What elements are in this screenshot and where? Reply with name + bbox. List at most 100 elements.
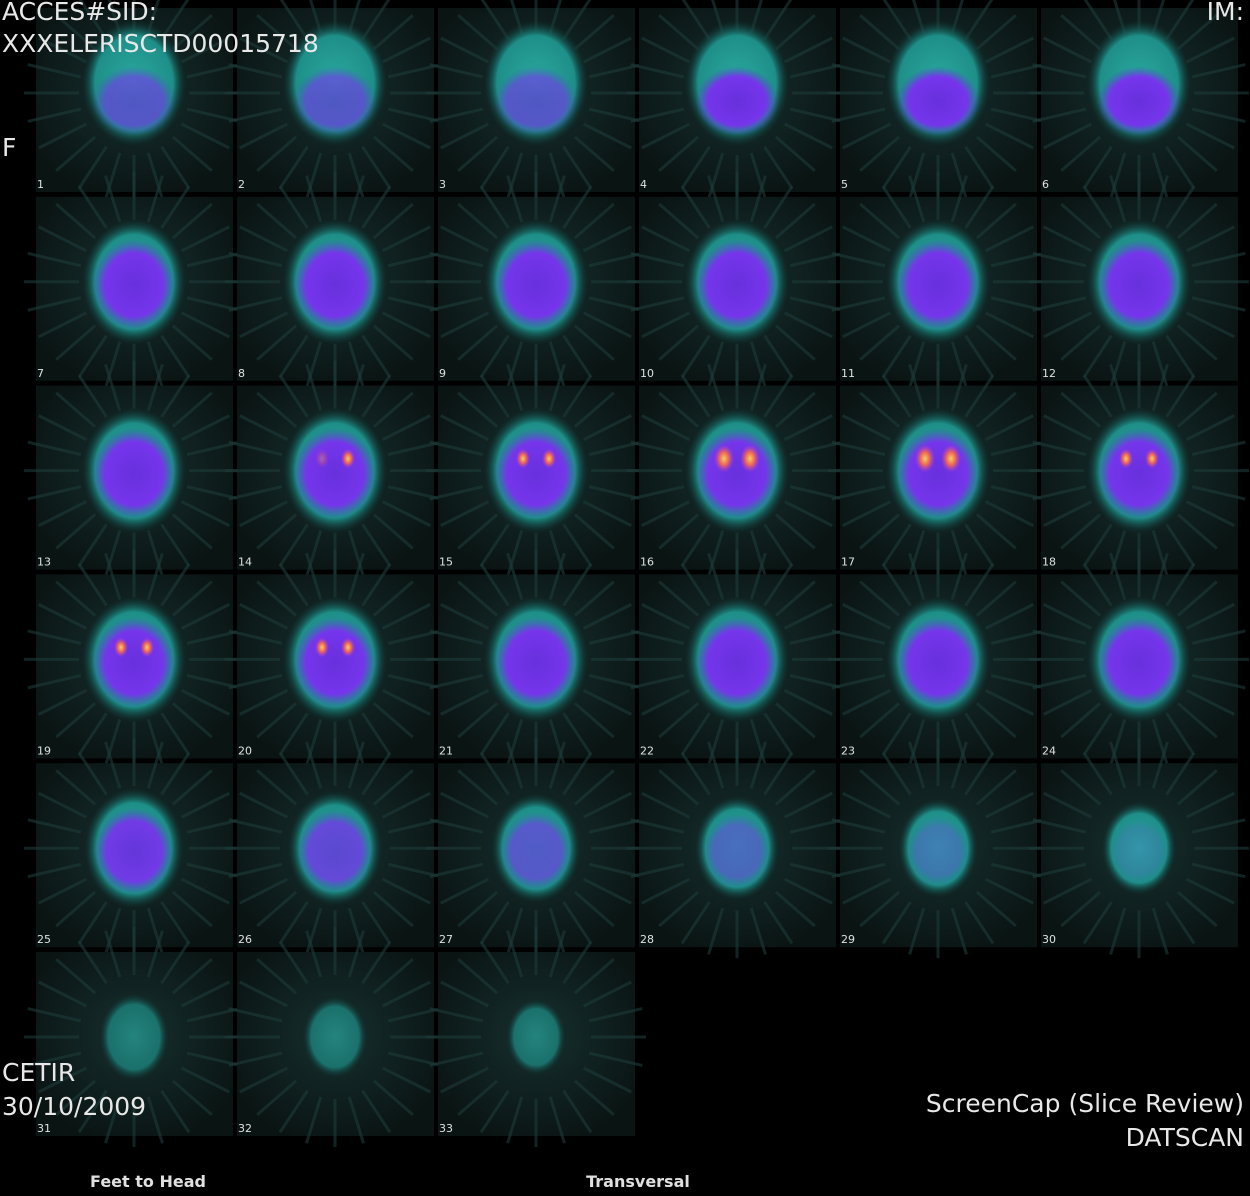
- streak: [239, 500, 289, 527]
- streak: [975, 135, 1017, 172]
- streak: [641, 689, 691, 716]
- image-label: IM:: [1207, 0, 1244, 26]
- streak: [278, 334, 309, 378]
- capture-mode: ScreenCap (Slice Review): [926, 1089, 1244, 1118]
- brain-inner: [94, 807, 174, 895]
- streak: [278, 563, 309, 607]
- streak: [27, 485, 82, 501]
- streak: [440, 877, 490, 905]
- streak: [479, 334, 510, 378]
- streak: [774, 890, 816, 928]
- streak: [749, 152, 767, 200]
- streak: [831, 485, 886, 501]
- streak: [1185, 311, 1235, 339]
- streak: [171, 513, 213, 550]
- streak: [38, 36, 88, 64]
- streak: [680, 712, 711, 756]
- streak: [881, 185, 912, 229]
- streak: [984, 603, 1034, 630]
- study-name: DATSCAN: [1126, 1123, 1244, 1152]
- orientation: F: [2, 133, 16, 162]
- streak: [1060, 513, 1102, 550]
- streak: [1185, 36, 1235, 64]
- streak: [228, 251, 283, 268]
- streak: [77, 752, 108, 796]
- streak: [950, 152, 968, 200]
- streak: [774, 14, 816, 51]
- streak: [171, 890, 213, 928]
- streak: [573, 202, 615, 240]
- streak: [680, 185, 711, 229]
- streak: [582, 500, 632, 527]
- brain-inner: [695, 428, 779, 519]
- streak: [440, 122, 490, 150]
- streak: [55, 14, 97, 51]
- streak: [104, 718, 122, 767]
- streak: [1082, 523, 1113, 567]
- slice-number: 12: [1042, 367, 1056, 380]
- streak: [239, 877, 289, 905]
- streak: [975, 324, 1017, 361]
- streak: [180, 877, 230, 905]
- brain-inner: [297, 809, 373, 893]
- streak: [859, 702, 901, 739]
- streak: [641, 311, 691, 339]
- streak: [964, 334, 995, 378]
- streak: [506, 341, 524, 389]
- streak: [361, 712, 392, 756]
- streak: [381, 603, 431, 630]
- streak: [1043, 791, 1093, 819]
- streak: [1165, 563, 1196, 607]
- streak: [38, 791, 88, 819]
- streak: [908, 718, 926, 767]
- streak: [950, 552, 968, 600]
- streak: [680, 374, 711, 418]
- streak: [573, 14, 615, 51]
- streak: [361, 752, 392, 796]
- streak: [975, 391, 1017, 428]
- streak: [429, 1007, 484, 1023]
- streak: [658, 890, 700, 928]
- streak: [1191, 818, 1246, 834]
- streak: [305, 907, 323, 955]
- streak: [1191, 862, 1246, 879]
- streak: [975, 14, 1017, 51]
- streak: [479, 145, 510, 190]
- streak: [1060, 890, 1102, 928]
- streak: [749, 718, 767, 767]
- streak: [429, 629, 484, 645]
- slice-number: 24: [1042, 744, 1056, 757]
- streak: [1176, 14, 1218, 51]
- streak: [1060, 14, 1102, 51]
- streak: [440, 1066, 490, 1094]
- streak: [381, 877, 431, 905]
- streak: [429, 818, 484, 834]
- streak: [1082, 712, 1113, 756]
- streak: [975, 769, 1017, 806]
- streak: [783, 603, 833, 630]
- streak: [160, 1089, 191, 1134]
- streak: [783, 311, 833, 339]
- striatum-hotspot: [341, 448, 355, 469]
- streak: [429, 862, 484, 879]
- slice-number: 27: [439, 933, 453, 946]
- streak: [562, 563, 593, 607]
- streak: [440, 603, 490, 630]
- streak: [1032, 296, 1087, 312]
- streak: [658, 513, 700, 550]
- streak: [228, 1051, 283, 1067]
- streak: [38, 122, 88, 150]
- streak: [1151, 363, 1169, 412]
- streak: [1109, 175, 1127, 223]
- streak: [842, 36, 892, 64]
- streak: [1109, 907, 1127, 955]
- streak: [381, 689, 431, 716]
- streak: [457, 135, 499, 172]
- streak: [1032, 107, 1087, 123]
- streak: [630, 485, 685, 501]
- streak: [347, 530, 365, 578]
- streak: [228, 485, 283, 501]
- streak: [55, 391, 97, 428]
- brain-inner: [695, 239, 779, 331]
